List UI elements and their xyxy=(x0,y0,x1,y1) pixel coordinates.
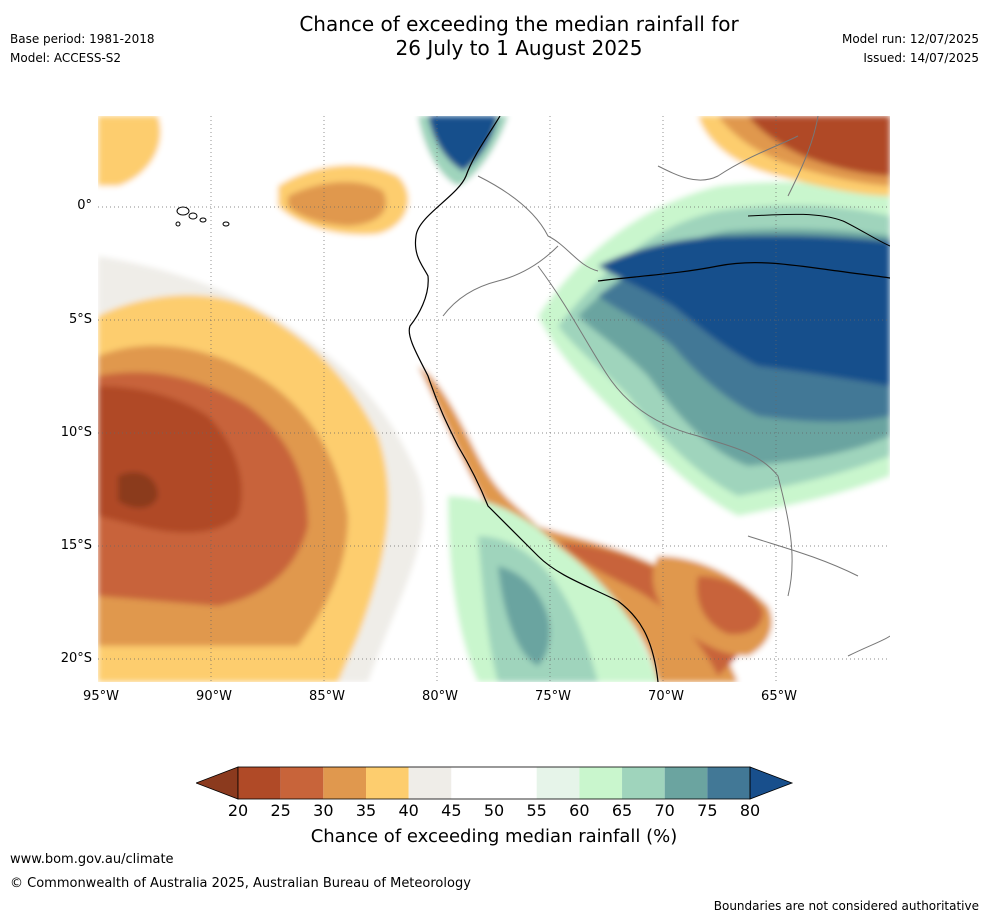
colorbar-segment xyxy=(579,767,623,799)
lat-label-20s: 20°S xyxy=(60,651,92,666)
country-borders xyxy=(442,116,890,657)
graticule xyxy=(98,116,890,682)
title-line-2: 26 July to 1 August 2025 xyxy=(395,36,643,60)
colorbar-tick-label: 50 xyxy=(483,801,505,820)
colorbar-tick-label: 40 xyxy=(398,801,419,820)
colorbar-segment xyxy=(323,767,367,799)
river-outline xyxy=(597,262,890,282)
colorbar-segment xyxy=(664,767,708,799)
colorbar xyxy=(196,766,794,800)
colorbar-segment xyxy=(280,767,324,799)
rainfall-map-svg xyxy=(98,116,890,682)
model-label: Model: ACCESS-S2 xyxy=(10,51,122,65)
lon-label-75w: 75°W xyxy=(535,689,571,704)
lon-label-85w: 85°W xyxy=(309,689,345,704)
colorbar-segments xyxy=(196,766,794,800)
lat-label-10s: 10°S xyxy=(60,425,92,440)
colorbar-segment xyxy=(366,767,409,799)
colorbar-tick-label: 55 xyxy=(526,801,547,820)
coastline xyxy=(408,116,659,682)
map-title: Chance of exceeding the median rainfall … xyxy=(0,12,988,60)
colorbar-title: Chance of exceeding median rainfall (%) xyxy=(310,826,678,847)
colorbar-tick-label: 60 xyxy=(569,801,590,820)
footer-copyright: © Commonwealth of Australia 2025, Austra… xyxy=(10,876,471,891)
colorbar-segment xyxy=(238,767,281,799)
lon-label-95w: 95°W xyxy=(83,689,119,704)
base-period-label: Base period: 1981-2018 xyxy=(10,32,155,46)
colorbar-tick-label: 30 xyxy=(313,801,334,820)
colorbar-segment xyxy=(451,767,495,799)
colorbar-segment xyxy=(494,767,537,799)
colorbar-segment xyxy=(408,767,452,799)
model-run-label: Model run: 12/07/2025 xyxy=(841,32,979,46)
colorbar-segment xyxy=(622,767,665,799)
colorbar-arrow-high xyxy=(749,766,794,800)
lon-label-70w: 70°W xyxy=(648,689,684,704)
colorbar-tick-label: 70 xyxy=(654,801,675,820)
issued-label: Issued: 14/07/2025 xyxy=(863,51,979,65)
lat-label-15s: 15°S xyxy=(60,538,92,553)
colorbar-tick-label: 20 xyxy=(227,801,249,820)
colorbar-segment xyxy=(536,767,580,799)
lat-label-0: 0° xyxy=(77,198,92,213)
probability-contours xyxy=(98,116,890,682)
colorbar-tick-label: 75 xyxy=(697,801,718,820)
rainfall-map xyxy=(98,116,890,682)
colorbar-tick-label: 25 xyxy=(270,801,291,820)
colorbar-segment xyxy=(707,767,751,799)
colorbar-arrow-low xyxy=(196,766,239,800)
footer-url[interactable]: www.bom.gov.au/climate xyxy=(10,852,174,867)
lon-label-90w: 90°W xyxy=(196,689,232,704)
colorbar-frame xyxy=(237,766,751,800)
colorbar-tick-label: 45 xyxy=(441,801,462,820)
colorbar-tick-label: 65 xyxy=(611,801,633,820)
lon-label-65w: 65°W xyxy=(761,689,797,704)
colorbar-tick-label: 80 xyxy=(739,801,761,820)
title-line-1: Chance of exceeding the median rainfall … xyxy=(299,12,739,36)
footer-disclaimer: Boundaries are not considered authoritat… xyxy=(713,899,979,913)
lat-label-5s: 5°S xyxy=(68,312,92,327)
colorbar-tick-label: 35 xyxy=(355,801,377,820)
galapagos-islands xyxy=(175,206,230,227)
lon-label-80w: 80°W xyxy=(422,689,458,704)
